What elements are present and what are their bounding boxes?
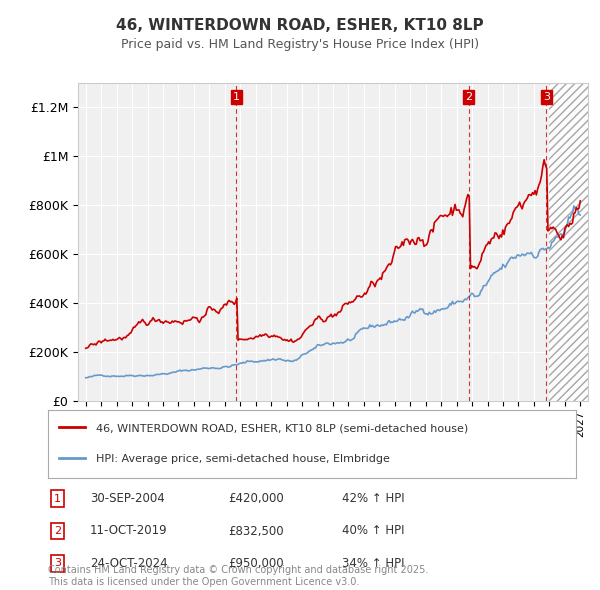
Text: 24-OCT-2024: 24-OCT-2024 xyxy=(90,557,167,570)
Text: 30-SEP-2004: 30-SEP-2004 xyxy=(90,492,165,505)
Text: 46, WINTERDOWN ROAD, ESHER, KT10 8LP: 46, WINTERDOWN ROAD, ESHER, KT10 8LP xyxy=(116,18,484,32)
Text: HPI: Average price, semi-detached house, Elmbridge: HPI: Average price, semi-detached house,… xyxy=(95,454,389,464)
Text: 46, WINTERDOWN ROAD, ESHER, KT10 8LP (semi-detached house): 46, WINTERDOWN ROAD, ESHER, KT10 8LP (se… xyxy=(95,424,468,434)
Text: 40% ↑ HPI: 40% ↑ HPI xyxy=(342,525,404,537)
Text: 3: 3 xyxy=(543,92,550,102)
Text: 3: 3 xyxy=(54,559,61,568)
Bar xyxy=(550,83,588,401)
Text: Price paid vs. HM Land Registry's House Price Index (HPI): Price paid vs. HM Land Registry's House … xyxy=(121,38,479,51)
Text: 42% ↑ HPI: 42% ↑ HPI xyxy=(342,492,404,505)
Text: 34% ↑ HPI: 34% ↑ HPI xyxy=(342,557,404,570)
Text: £832,500: £832,500 xyxy=(228,525,284,537)
Text: 1: 1 xyxy=(54,494,61,503)
Text: £950,000: £950,000 xyxy=(228,557,284,570)
Text: 2: 2 xyxy=(465,92,472,102)
Text: 1: 1 xyxy=(233,92,240,102)
Text: Contains HM Land Registry data © Crown copyright and database right 2025.
This d: Contains HM Land Registry data © Crown c… xyxy=(48,565,428,587)
Text: £420,000: £420,000 xyxy=(228,492,284,505)
Text: 2: 2 xyxy=(54,526,61,536)
Text: 11-OCT-2019: 11-OCT-2019 xyxy=(90,525,167,537)
